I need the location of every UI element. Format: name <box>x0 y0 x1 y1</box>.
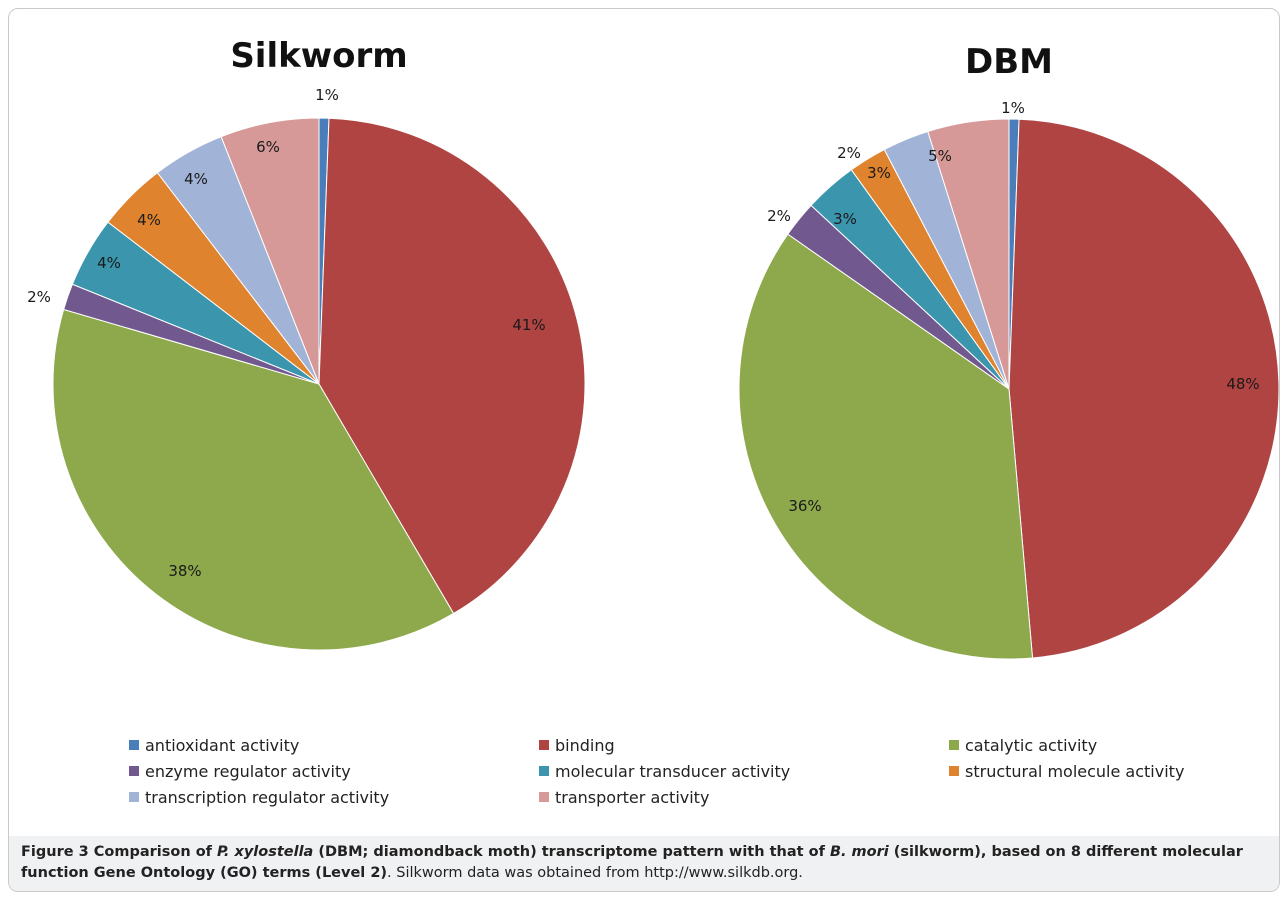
dbm-data-label-transporter: 5% <box>928 147 952 165</box>
dbm-data-label-enzyme-regulator: 2% <box>767 207 791 225</box>
legend-swatch <box>949 766 959 776</box>
legend-swatch <box>129 740 139 750</box>
silkworm-chart-title: Silkworm <box>230 36 407 76</box>
silkworm-slice-catalytic <box>52 308 455 651</box>
figure-caption: Figure 3 Comparison of P. xylostella (DB… <box>21 842 1271 884</box>
caption-species-2: B. mori <box>829 844 889 860</box>
dbm-slice-binding <box>1008 118 1279 659</box>
legend-item-transporter: transporter activity <box>539 787 949 807</box>
legend-swatch <box>949 740 959 750</box>
dbm-data-label-catalytic: 36% <box>788 497 821 515</box>
silkworm-data-label-catalytic: 38% <box>168 562 201 580</box>
dbm-data-label-molecular-transducer: 3% <box>833 210 857 228</box>
figure-panel: Silkworm 1% 41% 38% 2% 4% 4% 4% 6% DBM 1% 48% 36% 2% 3… <box>8 8 1280 892</box>
caption-text-2: (DBM; diamondback moth) transcriptome pa… <box>313 844 830 860</box>
silkworm-data-label-structural-molecule: 4% <box>137 211 161 229</box>
legend-item-enzyme-regulator: enzyme regulator activity <box>129 761 539 781</box>
dbm-data-label-structural-molecule: 2% <box>837 144 861 162</box>
legend-swatch <box>129 792 139 802</box>
legend-label: catalytic activity <box>965 735 1098 755</box>
legend-item-antioxidant: antioxidant activity <box>129 735 539 755</box>
caption-source: . Silkworm data was obtained from http:/… <box>387 865 803 881</box>
dbm-slice-transporter <box>927 118 1010 390</box>
caption-title: Figure 3 Comparison of P. xylostella (DB… <box>21 844 1243 881</box>
dbm-data-label-transcription-regulator: 3% <box>867 164 891 182</box>
silkworm-data-label-antioxidant: 1% <box>315 86 339 104</box>
legend-label: antioxidant activity <box>145 735 300 755</box>
legend-swatch <box>539 766 549 776</box>
silkworm-data-label-binding: 41% <box>512 316 545 334</box>
silkworm-data-label-transporter: 6% <box>256 138 280 156</box>
silkworm-slice-binding <box>318 117 586 615</box>
silkworm-data-label-molecular-transducer: 4% <box>97 254 121 272</box>
dbm-data-label-antioxidant: 1% <box>1001 99 1025 117</box>
legend-label: transporter activity <box>555 787 710 807</box>
pie-charts-svg: Silkworm 1% 41% 38% 2% 4% 4% 4% 6% DBM 1% 48% 36% 2% 3… <box>27 36 1279 660</box>
legend-item-molecular-transducer: molecular transducer activity <box>539 761 949 781</box>
legend-label: enzyme regulator activity <box>145 761 351 781</box>
silkworm-data-label-transcription-regulator: 4% <box>184 170 208 188</box>
legend-item-transcription-regulator: transcription regulator activity <box>129 787 539 807</box>
caption-fig-label: Figure 3 <box>21 844 89 860</box>
legend-label: molecular transducer activity <box>555 761 791 781</box>
dbm-slice-catalytic <box>738 233 1034 660</box>
silkworm-data-label-enzyme-regulator: 2% <box>27 288 51 306</box>
caption-band: Figure 3 Comparison of P. xylostella (DB… <box>9 836 1279 891</box>
chart-legend: antioxidant activity binding catalytic act… <box>129 735 1269 807</box>
silkworm-slice-transporter <box>220 117 320 385</box>
caption-species-1: P. xylostella <box>217 844 314 860</box>
legend-label: transcription regulator activity <box>145 787 390 807</box>
caption-text-3: (silkworm), based on 8 different molecul… <box>21 844 1243 881</box>
legend-label: binding <box>555 735 615 755</box>
caption-text-1: Comparison of <box>88 844 218 860</box>
chart-area: Silkworm 1% 41% 38% 2% 4% 4% 4% 6% DBM 1% 48% 36% 2% 3… <box>9 9 1279 744</box>
dbm-chart-title: DBM <box>965 42 1053 82</box>
legend-item-binding: binding <box>539 735 949 755</box>
legend-swatch <box>539 740 549 750</box>
legend-swatch <box>129 766 139 776</box>
legend-swatch <box>539 792 549 802</box>
legend-item-catalytic: catalytic activity <box>949 735 1269 755</box>
legend-item-structural-molecule: structural molecule activity <box>949 761 1269 781</box>
dbm-data-label-binding: 48% <box>1226 375 1259 393</box>
legend-label: structural molecule activity <box>965 761 1185 781</box>
